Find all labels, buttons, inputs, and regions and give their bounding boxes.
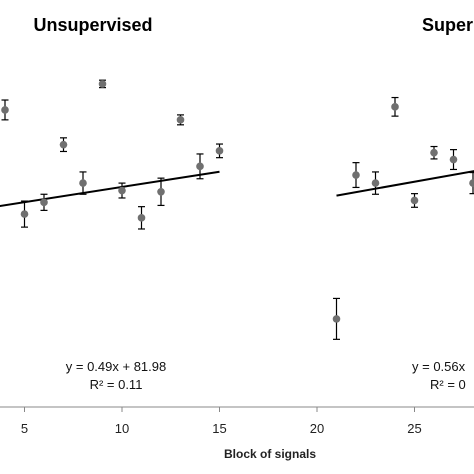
r2-unsupervised: R² = 0.11 bbox=[90, 377, 143, 392]
x-tick-label: 10 bbox=[115, 421, 129, 436]
r2-supervised: R² = 0 bbox=[430, 377, 466, 392]
data-point bbox=[196, 162, 204, 171]
data-point bbox=[371, 179, 380, 187]
x-tick-label: 15 bbox=[212, 421, 226, 436]
data-point bbox=[157, 187, 165, 196]
plot-area bbox=[0, 79, 474, 340]
x-tick-label: 5 bbox=[21, 421, 28, 436]
data-point bbox=[430, 148, 438, 157]
data-point bbox=[40, 198, 48, 207]
equation-unsupervised: y = 0.49x + 81.98 bbox=[66, 359, 166, 374]
data-point bbox=[352, 171, 360, 179]
x-tick-label: 20 bbox=[310, 421, 324, 436]
data-point bbox=[410, 196, 419, 205]
trend-line bbox=[0, 170, 220, 207]
data-point bbox=[332, 315, 341, 323]
x-axis-ticks: 5 10 15 20 25 bbox=[21, 407, 422, 436]
data-point bbox=[59, 140, 68, 149]
data-point bbox=[391, 103, 399, 111]
data-point bbox=[118, 186, 126, 195]
data-point bbox=[98, 80, 107, 88]
data-point bbox=[215, 147, 224, 155]
panel-title-supervised: Super bbox=[422, 15, 473, 35]
data-point bbox=[137, 214, 146, 222]
x-tick-label: 25 bbox=[407, 421, 421, 436]
x-axis-label: Block of signals bbox=[224, 447, 316, 461]
data-point bbox=[469, 179, 474, 187]
data-point bbox=[20, 210, 29, 218]
equation-supervised: y = 0.56x bbox=[412, 359, 466, 374]
data-point bbox=[176, 116, 185, 124]
trend-line bbox=[336, 170, 474, 197]
data-point bbox=[449, 155, 458, 164]
data-point bbox=[1, 106, 9, 114]
data-point bbox=[79, 179, 87, 187]
panel-title-unsupervised: Unsupervised bbox=[33, 15, 152, 35]
